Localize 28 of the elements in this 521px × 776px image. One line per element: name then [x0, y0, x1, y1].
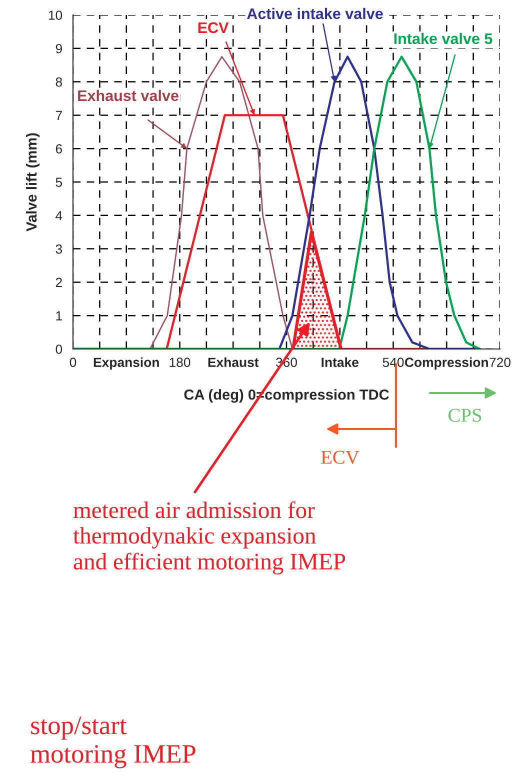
x-tick-label: Expansion	[94, 357, 159, 370]
annotation: Exhaust valve	[78, 90, 178, 102]
annotation: Active intake valve	[247, 8, 383, 20]
y-tick-label: 7	[56, 110, 62, 120]
y-tick-label: 6	[56, 144, 62, 154]
y-tick-label: 0	[56, 344, 62, 354]
x-tick-label: 720	[490, 358, 510, 368]
text: stop/start motoring IMEP	[30, 716, 196, 768]
x-tick-label: 540	[382, 358, 404, 368]
text: CPS	[448, 408, 482, 422]
annotation: ECV	[198, 22, 229, 34]
x-tick-label: Exhaust	[208, 357, 259, 368]
annotation: Intake valve 5	[394, 32, 492, 44]
x-tick-label: Compression	[405, 357, 488, 370]
text: metered air admission for thermodynakic expansion and efficient motoring IMEP	[73, 501, 346, 574]
y-tick-label: 4	[56, 211, 62, 220]
y-tick-label: 8	[56, 77, 62, 87]
y-tick-label: 10	[48, 10, 62, 20]
y-tick-label: 5	[56, 178, 62, 187]
y-tick-label: 9	[56, 44, 62, 54]
y-axis-title: Valve lift (mm)	[26, 133, 40, 232]
x-tick-label: 180	[170, 358, 190, 368]
y-tick-label: 2	[56, 278, 62, 287]
text: ECV	[321, 450, 360, 464]
y-tick-label: 1	[56, 311, 62, 320]
x-tick-label: 0	[70, 358, 76, 368]
x-tick-label: Intake	[322, 357, 358, 368]
y-tick-label: 3	[56, 244, 62, 254]
